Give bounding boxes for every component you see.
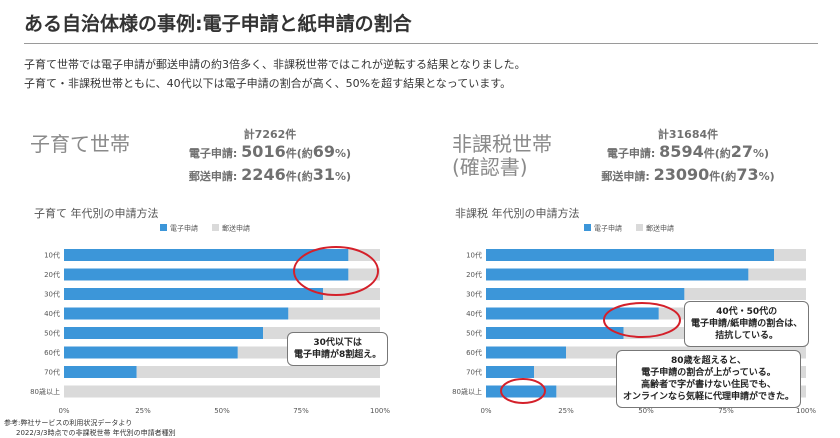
left-legend-label-1: 郵送申請 [222,224,250,233]
right-category-label-1: 20代 [466,270,482,279]
right-category-label-4: 50代 [466,329,482,338]
right-legend-swatch-1 [636,224,643,231]
intro-line-2: 子育て・非課税世帯ともに、40代以下は電子申請の割合が高く、50%を超す結果とな… [24,77,512,90]
right-legend-swatch-0 [584,224,591,231]
right-category-label-5: 60代 [466,348,482,357]
left-category-label-7: 80歳以上 [30,387,60,396]
left-bar-5-0 [64,346,238,359]
footnote-2: 2022/3/3時点での非課税世帯 年代別の申請者種別 [16,429,176,437]
right-x-tick-3: 75% [718,407,734,415]
left-stats: 計7262件 電子申請: 5016件(約69%) 郵送申請: 2246件(約31… [182,128,358,187]
right-category-label-7: 80歳以上 [452,387,482,396]
left-bar-2-0 [64,288,324,300]
title-divider [24,43,818,44]
left-x-tick-2: 50% [214,407,230,415]
right-bar-4-0 [486,327,624,339]
left-bar-0-0 [64,249,349,261]
right-callout-2: 80歳を超えると、 電子申請の割合が上がっている。 高齢者で字が書けない住民でも… [616,350,802,408]
right-group-title-line1: 非課税世帯 [452,132,552,156]
right-x-tick-1: 25% [558,407,574,415]
right-bar-1-1 [748,268,806,281]
right-bar-3-0 [486,307,659,320]
right-bar-2-0 [486,288,685,300]
left-bar-6-1 [136,366,380,378]
right-category-label-2: 30代 [466,290,482,299]
left-x-tick-4: 100% [370,407,390,415]
left-x-tick-1: 25% [135,407,151,415]
left-x-tick-3: 75% [293,407,309,415]
left-bar-4-0 [64,327,264,339]
left-category-label-0: 10代 [44,251,60,260]
left-x-tick-0: 0% [58,407,69,415]
left-legend-label-0: 電子申請 [170,224,198,233]
right-x-tick-2: 50% [638,407,654,415]
right-highlight-ellipse-2 [500,378,546,404]
left-category-label-2: 30代 [44,290,60,299]
left-postal-stat: 郵送申請: 2246件(約31%) [188,165,352,184]
right-legend-label-0: 電子申請 [594,224,622,233]
right-electronic-stat: 電子申請: 8594件(約27%) [606,142,770,161]
left-total: 計7262件 [243,128,297,141]
left-bar-3-0 [64,307,289,320]
slide-title: ある自治体様の事例:電子申請と紙申請の割合 [24,13,412,35]
left-category-label-6: 70代 [44,368,60,377]
right-x-tick-4: 100% [796,407,816,415]
footnote-1: 参考:弊社サービスの利用状況データより [4,419,133,427]
left-bar-3-1 [288,307,380,320]
right-highlight-ellipse-1 [603,302,681,338]
left-group-title: 子育て世帯 [30,132,130,156]
right-bar-7-0 [486,385,557,398]
right-postal-stat: 郵送申請: 23090件(約73%) [601,165,775,184]
left-category-label-5: 60代 [44,348,60,357]
left-category-label-3: 40代 [44,309,60,318]
left-highlight-ellipse [293,246,379,296]
left-chart-title: 子育て 年代別の申請方法 [34,207,159,220]
right-category-label-6: 70代 [466,368,482,377]
right-bar-2-1 [684,288,806,300]
intro-line-1: 子育て世帯では電子申請が郵送申請の約3倍多く、非課税世帯ではこれが逆転する結果と… [24,58,526,71]
right-category-label-3: 40代 [466,309,482,318]
right-category-label-0: 10代 [466,251,482,260]
right-total: 計31684件 [657,128,719,141]
right-stats: 計31684件 電子申請: 8594件(約27%) 郵送申請: 23090件(約… [600,128,776,187]
left-callout: 30代以下は 電子申請が8割超え。 [287,332,389,366]
left-electronic-stat: 電子申請: 5016件(約69%) [188,142,352,161]
left-legend-swatch-0 [160,224,167,231]
right-callout-1: 40代・50代の 電子申請/紙申請の割合は、 拮抗している。 [684,301,810,347]
right-legend-label-1: 郵送申請 [646,224,674,233]
left-category-label-1: 20代 [44,270,60,279]
right-bar-5-0 [486,346,566,359]
right-chart-title: 非課税 年代別の申請方法 [455,207,580,220]
right-bar-0-0 [486,249,774,261]
right-bar-1-0 [486,268,749,281]
right-bar-0-1 [774,249,806,261]
left-bar-1-1 [348,268,380,281]
right-x-tick-0: 0% [480,407,491,415]
left-bar-6-0 [64,366,137,378]
left-category-label-4: 50代 [44,329,60,338]
right-group-title-line2: (確認書) [452,155,528,179]
left-bar-1-0 [64,268,349,281]
right-bar-6-0 [486,366,534,378]
left-legend-swatch-1 [212,224,219,231]
left-bar-7-1 [64,385,380,398]
right-group-title: 非課税世帯 (確認書) [452,133,552,179]
